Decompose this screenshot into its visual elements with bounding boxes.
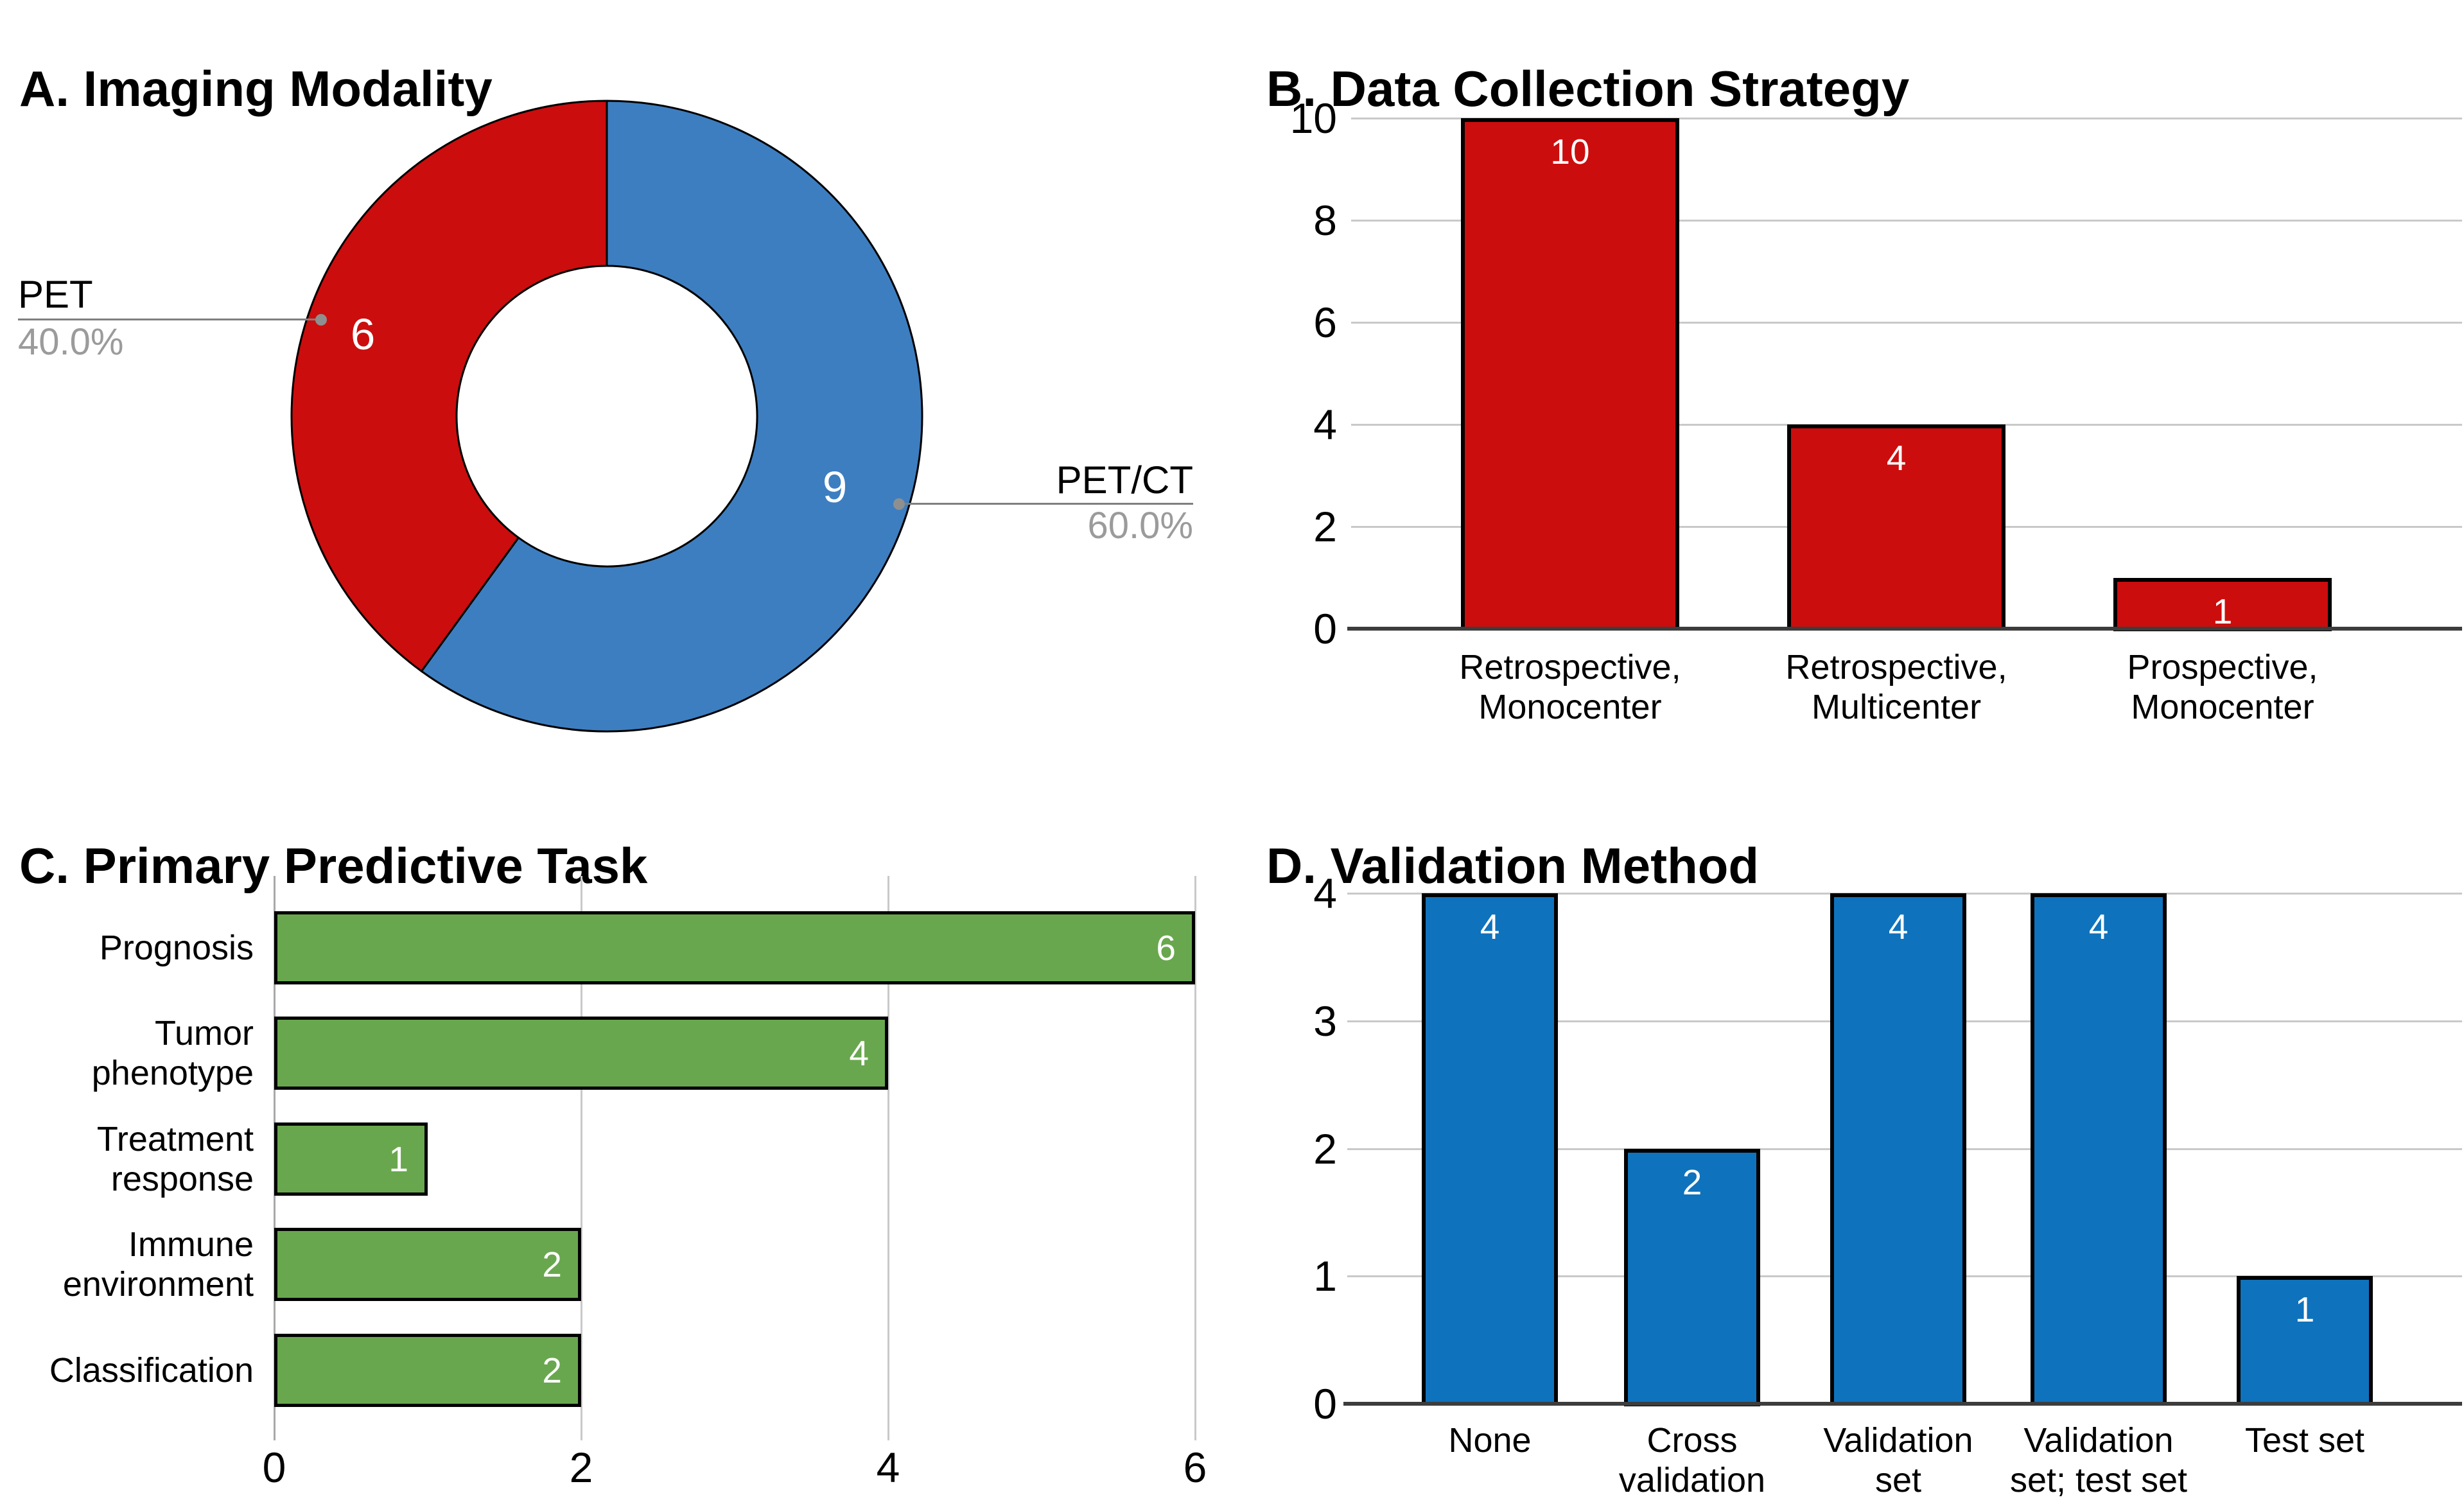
axis-baseline bbox=[1343, 1402, 2462, 1406]
category-label: Test set bbox=[2244, 1421, 2365, 1460]
bar-value-label: 10 bbox=[1550, 132, 1590, 171]
bar bbox=[2031, 893, 2167, 1406]
category-label: Validation set; test set bbox=[2009, 1421, 2188, 1499]
slice-percent-label: 60.0% bbox=[1087, 505, 1193, 546]
bar-value-label: 4 bbox=[2088, 907, 2109, 947]
category-label: Tumor phenotype bbox=[91, 1014, 254, 1092]
bar-value-label: 1 bbox=[2294, 1289, 2315, 1329]
slice-name-label: PET/CT bbox=[1056, 459, 1193, 502]
y-tick-label: 8 bbox=[1313, 197, 1337, 244]
gridline bbox=[1347, 1275, 2462, 1277]
gridline bbox=[1351, 220, 2462, 222]
gridline bbox=[1351, 526, 2462, 528]
panel-d-title: D. Validation Method bbox=[1266, 837, 1760, 894]
bar-value-label: 4 bbox=[1888, 907, 1909, 947]
category-label: Cross validation bbox=[1618, 1421, 1766, 1499]
x-tick-label: 6 bbox=[1183, 1444, 1207, 1491]
category-label: Treatment response bbox=[96, 1120, 254, 1198]
category-label: Prognosis bbox=[99, 929, 254, 967]
bar bbox=[274, 1122, 428, 1196]
x-tick-label: 0 bbox=[262, 1444, 286, 1491]
callout-dot bbox=[315, 314, 327, 326]
bar bbox=[1787, 424, 2005, 631]
bar-value-label: 6 bbox=[1156, 928, 1176, 968]
axis-baseline bbox=[1347, 627, 2462, 631]
callout-dot bbox=[893, 498, 905, 510]
category-label: None bbox=[1448, 1421, 1532, 1460]
callout-line bbox=[18, 319, 321, 320]
bar-value-label: 1 bbox=[2212, 591, 2233, 631]
bar bbox=[2237, 1276, 2373, 1406]
bar bbox=[1422, 893, 1558, 1406]
y-tick-label: 3 bbox=[1313, 997, 1337, 1045]
slice-value-label: 6 bbox=[351, 310, 375, 359]
donut-slice-pet-ct bbox=[420, 100, 923, 733]
bar bbox=[274, 911, 1195, 984]
category-label: Prospective, Monocenter bbox=[2127, 648, 2318, 726]
donut-svg: 96 bbox=[290, 100, 923, 733]
bar-value-label: 2 bbox=[542, 1350, 562, 1390]
bar bbox=[274, 1334, 581, 1407]
y-tick-label: 2 bbox=[1313, 503, 1337, 550]
y-tick-label: 1 bbox=[1313, 1252, 1337, 1300]
y-tick-label: 0 bbox=[1313, 1380, 1337, 1428]
y-tick-label: 6 bbox=[1313, 299, 1337, 346]
category-label: Immune environment bbox=[62, 1225, 254, 1304]
gridline bbox=[887, 876, 889, 1440]
callout-line bbox=[899, 503, 1193, 505]
x-tick-label: 2 bbox=[569, 1444, 593, 1491]
category-label: Validation set bbox=[1823, 1421, 1973, 1499]
y-tick-label: 10 bbox=[1289, 94, 1337, 142]
gridline bbox=[1351, 424, 2462, 426]
slice-percent-label: 40.0% bbox=[18, 321, 124, 363]
bar bbox=[2113, 578, 2332, 631]
gridline bbox=[1351, 118, 2462, 119]
y-tick-label: 4 bbox=[1313, 869, 1337, 917]
category-label: Retrospective, Multicenter bbox=[1785, 648, 2007, 726]
bar-value-label: 4 bbox=[849, 1033, 869, 1073]
gridline bbox=[581, 876, 582, 1440]
bar bbox=[274, 1228, 581, 1301]
y-tick-label: 4 bbox=[1313, 401, 1337, 448]
category-label: Classification bbox=[49, 1351, 254, 1390]
bar-value-label: 2 bbox=[1682, 1162, 1702, 1202]
gridline bbox=[1347, 1148, 2462, 1150]
y-tick-label: 2 bbox=[1313, 1125, 1337, 1173]
slice-value-label: 9 bbox=[823, 462, 847, 512]
gridline bbox=[274, 876, 275, 1440]
category-label: Retrospective, Monocenter bbox=[1459, 648, 1681, 726]
gridline bbox=[1194, 876, 1196, 1440]
bar-value-label: 4 bbox=[1480, 907, 1500, 947]
gridline bbox=[1347, 893, 2462, 895]
bar bbox=[1830, 893, 1966, 1406]
panel-b-title: B. Data Collection Strategy bbox=[1266, 60, 1910, 117]
gridline bbox=[1351, 322, 2462, 324]
panel-a-title: A. Imaging Modality bbox=[19, 60, 493, 117]
bar-value-label: 2 bbox=[542, 1245, 562, 1284]
slice-name-label: PET bbox=[18, 273, 93, 316]
y-tick-label: 0 bbox=[1313, 605, 1337, 652]
bar bbox=[1461, 118, 1679, 631]
gridline bbox=[1347, 1020, 2462, 1022]
bar-value-label: 4 bbox=[1886, 438, 1907, 478]
bar bbox=[274, 1017, 888, 1090]
panel-c-title: C. Primary Predictive Task bbox=[19, 837, 648, 894]
bar-value-label: 1 bbox=[389, 1139, 408, 1179]
donut-slice-pet bbox=[290, 100, 608, 673]
bar bbox=[1624, 1149, 1760, 1406]
x-tick-label: 4 bbox=[876, 1444, 900, 1491]
